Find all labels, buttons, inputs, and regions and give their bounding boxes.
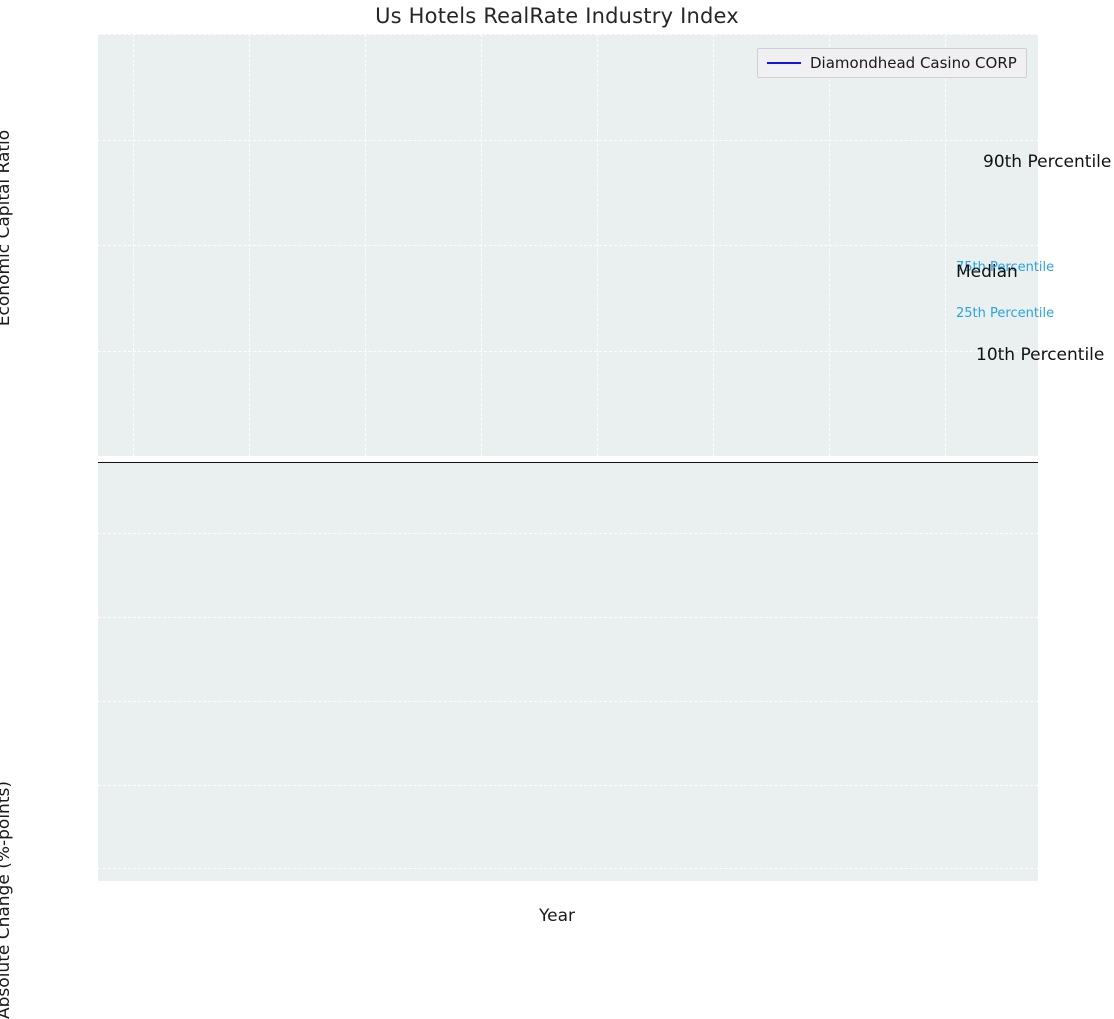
gridline-v bbox=[248, 34, 250, 456]
gridline-h bbox=[98, 139, 1038, 141]
gridline-v bbox=[364, 34, 366, 456]
chart-title: Us Hotels RealRate Industry Index bbox=[375, 4, 739, 28]
chart-root: Us Hotels RealRate Industry Index 90th P… bbox=[0, 4, 1112, 1019]
absolute-change-panel bbox=[98, 462, 1038, 881]
gridline-v bbox=[945, 34, 947, 456]
gridline-h bbox=[98, 456, 1038, 457]
zero-baseline bbox=[98, 462, 1038, 463]
annotation-25th-percentile: 25th Percentile bbox=[956, 306, 1055, 321]
annotation-10th-percentile: 10th Percentile bbox=[976, 345, 1105, 365]
gridline-h bbox=[98, 784, 1038, 786]
gridline-v bbox=[829, 34, 831, 456]
gridline-h bbox=[98, 34, 1038, 35]
gridline-v bbox=[480, 34, 482, 456]
gridline-h bbox=[98, 245, 1038, 246]
gridline-h bbox=[98, 533, 1038, 535]
gridline-v bbox=[597, 34, 598, 456]
gridline-v bbox=[713, 34, 715, 456]
annotation-75th-percentile: 75th Percentile bbox=[956, 260, 1055, 275]
gridline-v bbox=[132, 34, 134, 456]
gridline-h bbox=[98, 700, 1038, 702]
industry-index-panel: 90th Percentile 75th Percentile Median 2… bbox=[98, 34, 1111, 457]
annotation-median: Median bbox=[956, 262, 1018, 282]
x-axis-label: Year bbox=[539, 906, 575, 926]
legend-line-swatch bbox=[767, 62, 801, 64]
annotation-90th-percentile: 90th Percentile bbox=[983, 152, 1112, 172]
top-y-axis-label: Economic Capital Ratio bbox=[0, 129, 14, 327]
legend-label: Diamondhead Casino CORP bbox=[810, 54, 1017, 72]
bottom-y-axis-label: Absolute Change (%-points) bbox=[0, 781, 14, 1019]
gridline-h bbox=[98, 868, 1038, 870]
gridline-h bbox=[98, 617, 1038, 619]
legend[interactable]: Diamondhead Casino CORP bbox=[757, 48, 1027, 78]
gridline-h bbox=[98, 350, 1038, 352]
